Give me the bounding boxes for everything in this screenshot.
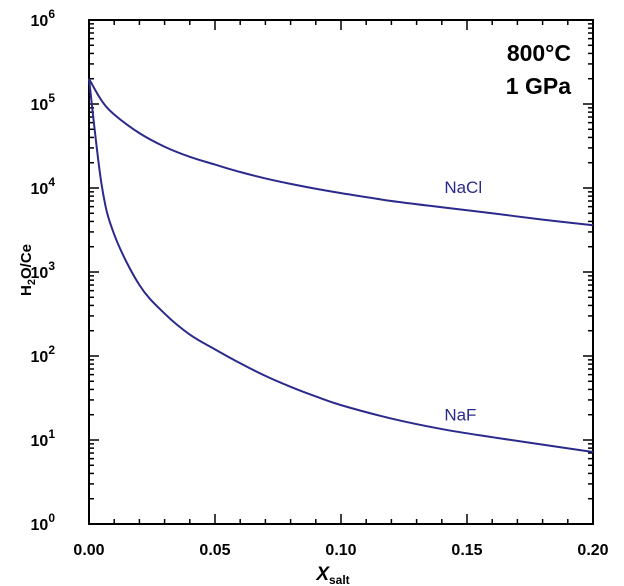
x-tick-label: 0.05 bbox=[199, 542, 230, 559]
series-line-nacl bbox=[88, 78, 594, 227]
x-tick-label: 0.00 bbox=[73, 542, 104, 559]
series-line-naf bbox=[88, 78, 594, 453]
y-tick-label: 103 bbox=[31, 259, 56, 282]
x-tick-label: 0.10 bbox=[325, 542, 356, 559]
series-label-nacl: NaCl bbox=[444, 178, 482, 197]
x-tick-label: 0.20 bbox=[577, 542, 608, 559]
y-axis-title: H2O/Ce bbox=[18, 244, 38, 296]
curves-group bbox=[88, 78, 594, 453]
x-tick-label: 0.15 bbox=[451, 542, 482, 559]
y-tick-label: 104 bbox=[31, 175, 56, 198]
y-tick-label: 100 bbox=[31, 511, 56, 534]
annotation-pressure: 1 GPa bbox=[506, 73, 571, 99]
y-tick-label: 101 bbox=[31, 427, 56, 450]
y-tick-label: 106 bbox=[31, 7, 56, 30]
labels-group: 0.00 0.05 0.10 0.15 0.20 100 101 102 103 104 105 10… bbox=[31, 7, 609, 559]
y-tick-label: 105 bbox=[31, 91, 56, 114]
series-label-naf: NaF bbox=[444, 406, 476, 425]
x-axis-title: Xsalt bbox=[315, 564, 349, 586]
annotation-temperature: 800°C bbox=[507, 40, 571, 66]
y-tick-label: 102 bbox=[31, 343, 56, 366]
ticks-group bbox=[88, 19, 594, 525]
